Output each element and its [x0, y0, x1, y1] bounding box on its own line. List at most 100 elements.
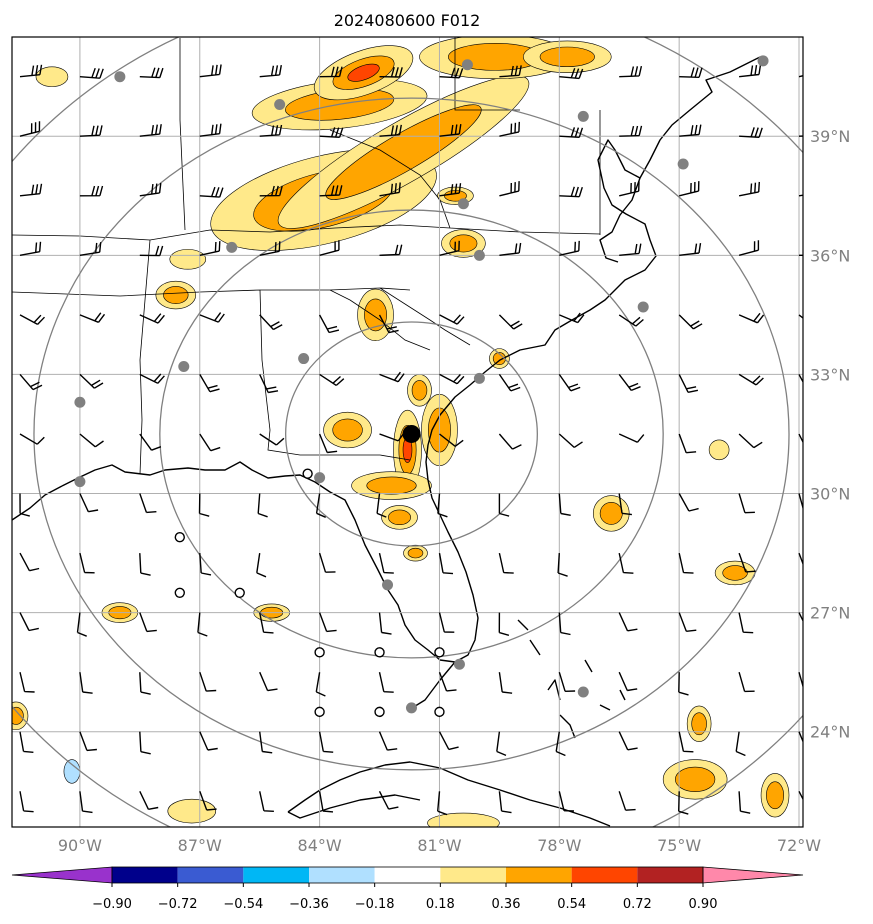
- center-location-marker: [402, 424, 421, 443]
- wind-barb: [378, 552, 394, 574]
- wind-barb: [319, 240, 340, 256]
- wind-barb: [139, 612, 157, 633]
- wind-barb: [378, 790, 399, 810]
- wind-barb: [499, 121, 520, 137]
- wind-barb: [79, 552, 95, 574]
- station-marker-filled: [298, 353, 310, 365]
- colorbar-segment: [440, 867, 506, 883]
- us-east-coastline: [61, 56, 761, 663]
- lon-tick-label: 72°W: [777, 836, 821, 855]
- wind-barb: [559, 186, 583, 198]
- wind-barb: [678, 552, 694, 574]
- contour-region: [492, 352, 506, 366]
- map-title: 2024080600 F012: [334, 11, 481, 30]
- wind-barb: [19, 314, 46, 326]
- wind-barb: [259, 124, 283, 137]
- wind-barb: [139, 67, 164, 79]
- wind-barb: [379, 67, 403, 78]
- wind-barb: [499, 181, 520, 197]
- wind-barb: [678, 791, 689, 815]
- map-area: [12, 37, 803, 827]
- wind-barb: [319, 127, 344, 138]
- wind-barb: [618, 493, 632, 516]
- wind-barb: [678, 374, 699, 393]
- florida-keys: [411, 661, 456, 709]
- wind-barb: [79, 791, 93, 814]
- lat-tick-label: 39°N: [810, 127, 850, 146]
- wind-barb: [139, 790, 159, 810]
- wind-barb: [259, 314, 283, 331]
- contour-region: [163, 286, 189, 304]
- wind-barb: [437, 493, 448, 518]
- wind-barb: [557, 553, 568, 577]
- colorbar-segment: [243, 867, 309, 883]
- wind-barb: [439, 183, 462, 197]
- lat-tick-label: 27°N: [810, 604, 850, 623]
- wind-barb: [439, 123, 462, 137]
- station-marker-open: [174, 532, 185, 543]
- station-marker-open: [234, 587, 245, 598]
- wind-barb: [439, 240, 460, 256]
- wind-barb: [679, 124, 702, 137]
- range-ring: [33, 97, 790, 771]
- contour-region: [766, 781, 785, 810]
- wind-barb: [79, 125, 103, 137]
- station-marker-filled: [457, 198, 469, 210]
- wind-barb: [19, 121, 41, 137]
- wind-barb: [738, 373, 764, 386]
- station-marker-filled: [453, 658, 465, 670]
- wind-barb: [318, 731, 334, 753]
- wind-barb: [498, 493, 510, 517]
- station-marker-filled: [74, 396, 86, 408]
- station-marker-open: [174, 587, 185, 598]
- lon-tick-label: 84°W: [298, 836, 342, 855]
- wind-barb: [139, 245, 164, 257]
- station-marker-open: [434, 706, 445, 718]
- wind-barb: [199, 791, 217, 811]
- wind-barb: [259, 241, 281, 256]
- wind-barb: [558, 791, 575, 812]
- wind-barb: [439, 433, 464, 447]
- contour-region: [708, 439, 730, 461]
- wind-barb: [318, 433, 338, 454]
- colorbar-segment: [112, 867, 178, 883]
- wind-barb: [378, 731, 398, 751]
- wind-barb: [498, 433, 522, 450]
- wind-barb: [139, 182, 162, 197]
- wind-barb: [259, 64, 282, 78]
- range-ring: [159, 209, 664, 659]
- wind-barb: [379, 182, 401, 197]
- station-marker-filled: [577, 110, 589, 122]
- wind-barb: [259, 731, 273, 754]
- wind-barb: [19, 731, 34, 753]
- wind-barb: [739, 64, 762, 78]
- wind-barb: [678, 314, 703, 330]
- station-marker-filled: [405, 702, 417, 714]
- wind-barb: [318, 612, 337, 633]
- colorbar-under-extend: [11, 866, 113, 884]
- colorbar-frame: [111, 866, 704, 884]
- wind-barb: [199, 312, 225, 323]
- lon-tick-label: 90°W: [58, 836, 102, 855]
- wind-barb: [439, 373, 465, 385]
- wind-barb: [678, 433, 697, 454]
- wind-barb: [199, 241, 221, 256]
- chesapeake-coast: [599, 177, 641, 263]
- lon-tick-label: 78°W: [537, 836, 581, 855]
- wind-barb: [139, 731, 151, 755]
- range-rings: [12, 37, 803, 827]
- contour-region: [169, 249, 207, 270]
- wind-barb: [199, 123, 222, 137]
- colorbar-tick-label: −0.72: [158, 897, 198, 912]
- colorbar-tick-label: −0.90: [92, 897, 132, 912]
- wind-barb: [139, 553, 151, 576]
- wind-barb: [79, 312, 106, 323]
- contour-region: [449, 234, 478, 253]
- wind-barb: [559, 127, 584, 138]
- wind-barb: [678, 612, 697, 632]
- station-markers: [74, 55, 769, 718]
- colorbar-over-extend: [702, 866, 804, 884]
- colorbar-segment: [506, 867, 572, 883]
- wind-barb: [79, 373, 104, 389]
- station-marker-filled: [382, 579, 394, 591]
